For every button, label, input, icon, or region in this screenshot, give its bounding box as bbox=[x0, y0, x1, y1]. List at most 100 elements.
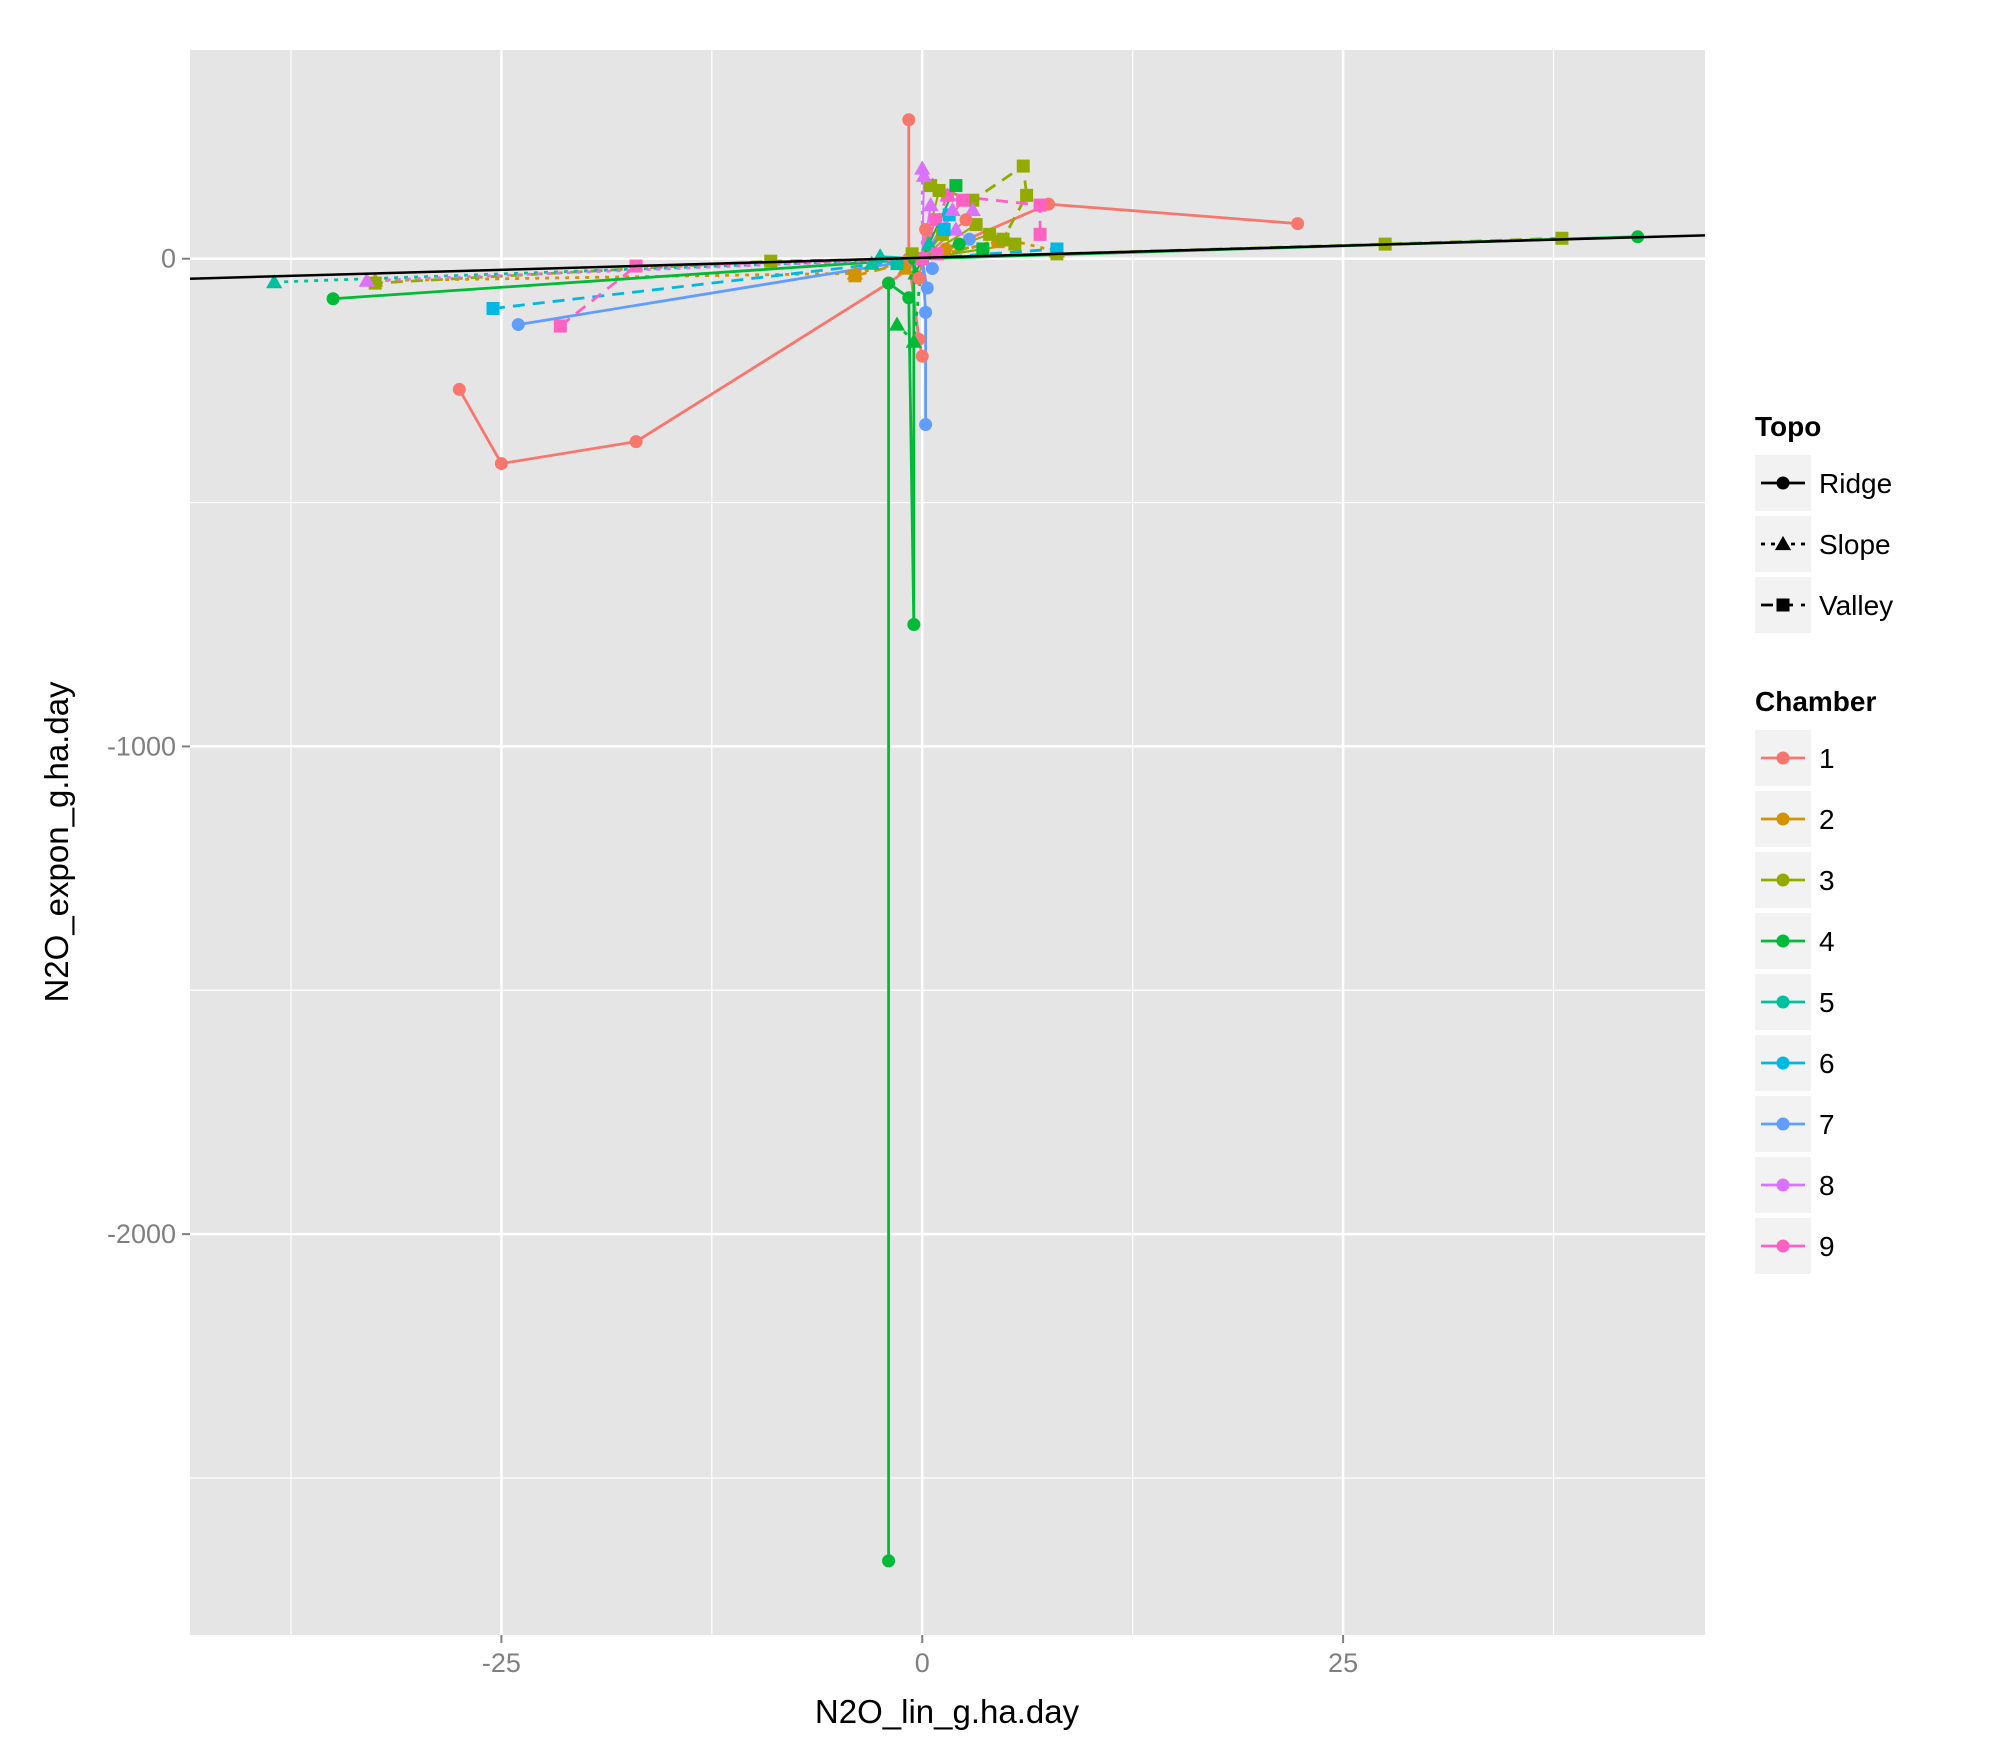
legend-chamber-title: Chamber bbox=[1755, 686, 1876, 717]
data-point-chamber-4 bbox=[888, 316, 906, 331]
data-point-chamber-7 bbox=[511, 318, 525, 332]
cluster-point bbox=[962, 232, 976, 246]
cluster-point bbox=[919, 222, 933, 236]
data-point-chamber-3 bbox=[996, 232, 1010, 246]
legend-chamber-label: 9 bbox=[1819, 1231, 1835, 1262]
cluster-point bbox=[929, 213, 943, 227]
x-tick-label: -25 bbox=[482, 1648, 521, 1678]
cluster-point bbox=[932, 183, 946, 197]
data-point-chamber-4 bbox=[882, 1554, 896, 1568]
series-line-chamber-2 bbox=[375, 237, 1058, 283]
data-point-chamber-4 bbox=[882, 276, 896, 290]
cluster-point bbox=[912, 271, 926, 285]
legend-chamber-key-marker bbox=[1776, 1117, 1790, 1131]
cluster-point bbox=[983, 227, 997, 241]
cluster-point bbox=[949, 179, 963, 193]
cluster-point bbox=[956, 193, 970, 207]
series-line-chamber-6 bbox=[492, 247, 1058, 310]
data-point-chamber-1 bbox=[1291, 217, 1305, 231]
legend-chamber-key-marker bbox=[1776, 995, 1790, 1009]
data-point-chamber-5 bbox=[863, 255, 880, 270]
legend-chamber-label: 1 bbox=[1819, 743, 1835, 774]
legend-topo-key-marker bbox=[1776, 476, 1790, 490]
cluster-point bbox=[922, 196, 939, 212]
data-point-chamber-1 bbox=[494, 457, 508, 471]
series-line-chamber-5 bbox=[274, 257, 923, 284]
cluster-point bbox=[920, 235, 938, 251]
series-line-chamber-8 bbox=[366, 164, 974, 283]
data-point-chamber-9 bbox=[1033, 198, 1047, 212]
cluster-point bbox=[976, 242, 990, 256]
legend-chamber-key-marker bbox=[1776, 934, 1790, 948]
data-point-chamber-7 bbox=[919, 305, 933, 319]
data-point-chamber-4 bbox=[907, 618, 921, 632]
data-point-chamber-5 bbox=[266, 274, 283, 289]
data-point-chamber-8 bbox=[964, 201, 981, 217]
data-point-chamber-8 bbox=[914, 160, 931, 175]
legend-chamber-key-marker bbox=[1776, 812, 1790, 826]
data-point-chamber-3 bbox=[966, 193, 980, 207]
cluster-point bbox=[920, 281, 934, 295]
y-tick-label: -1000 bbox=[107, 731, 176, 761]
data-point-chamber-9 bbox=[1033, 227, 1047, 241]
legend-chamber-label: 4 bbox=[1819, 926, 1835, 957]
data-point-chamber-3 bbox=[1020, 188, 1034, 202]
legend-topo-key-marker bbox=[1776, 598, 1790, 612]
cluster-point bbox=[915, 167, 933, 182]
data-point-chamber-2 bbox=[848, 269, 862, 283]
data-point-chamber-6 bbox=[1050, 242, 1064, 256]
minor-gridlines bbox=[190, 50, 1705, 1635]
legend-topo-label: Ridge bbox=[1819, 468, 1892, 499]
y-axis-label: N2O_expon_g.ha.day bbox=[38, 681, 75, 1003]
data-point-chamber-4 bbox=[902, 291, 916, 305]
legend-chamber-label: 2 bbox=[1819, 804, 1835, 835]
panel-background bbox=[190, 50, 1705, 1635]
data-point-chamber-8 bbox=[358, 272, 375, 287]
legend-topo-label: Slope bbox=[1819, 529, 1891, 560]
cluster-line bbox=[921, 175, 925, 259]
cluster-point bbox=[925, 261, 939, 275]
x-axis-ticks: -25 0 25 bbox=[482, 1635, 1358, 1678]
legend-topo: Topo Ridge Slope Valley bbox=[1755, 411, 1893, 633]
series-line-chamber-3 bbox=[921, 163, 1029, 261]
data-points bbox=[266, 113, 1645, 1568]
legend-chamber-key-marker bbox=[1776, 873, 1790, 887]
cluster-point bbox=[897, 260, 914, 275]
legend-chamber-key-marker bbox=[1776, 751, 1790, 765]
cluster-point bbox=[947, 221, 965, 236]
data-point-chamber-4 bbox=[905, 333, 922, 348]
legend-topo-key-marker bbox=[1774, 535, 1792, 551]
data-point-chamber-1 bbox=[915, 349, 929, 363]
legend-topo-title: Topo bbox=[1755, 411, 1821, 442]
x-tick-label: 25 bbox=[1328, 1648, 1358, 1678]
legend-chamber-label: 7 bbox=[1819, 1109, 1835, 1140]
legend-chamber-key-marker bbox=[1776, 1239, 1790, 1253]
data-point-chamber-7 bbox=[919, 418, 933, 432]
cluster-point bbox=[969, 218, 983, 232]
legend-topo-label: Valley bbox=[1819, 590, 1893, 621]
data-point-chamber-9 bbox=[553, 319, 567, 333]
legend-chamber: Chamber 1 2 3 4 5 6 7 8 9 bbox=[1755, 686, 1876, 1274]
legend-chamber-label: 6 bbox=[1819, 1048, 1835, 1079]
y-axis-ticks: -2000 -1000 0 bbox=[107, 244, 190, 1249]
cluster-point bbox=[952, 237, 966, 251]
data-point-chamber-1 bbox=[629, 435, 643, 449]
data-point-chamber-1 bbox=[452, 382, 466, 396]
x-axis-label: N2O_lin_g.ha.day bbox=[815, 1693, 1080, 1730]
legend-chamber-key-marker bbox=[1776, 1056, 1790, 1070]
legend-chamber-label: 8 bbox=[1819, 1170, 1835, 1201]
cluster-point bbox=[944, 201, 961, 217]
y-tick-label: 0 bbox=[161, 244, 176, 274]
reference-line bbox=[189, 234, 1706, 280]
data-point-chamber-3 bbox=[1016, 159, 1030, 173]
data-point-chamber-4 bbox=[326, 292, 340, 306]
x-tick-label: 0 bbox=[915, 1648, 930, 1678]
legend-chamber-key-marker bbox=[1776, 1178, 1790, 1192]
legend-chamber-label: 3 bbox=[1819, 865, 1835, 896]
cluster-point bbox=[890, 257, 904, 271]
cluster-point bbox=[1008, 237, 1022, 251]
y-tick-label: -2000 bbox=[107, 1219, 176, 1249]
cluster-point bbox=[937, 222, 951, 236]
cluster-point bbox=[959, 213, 973, 227]
